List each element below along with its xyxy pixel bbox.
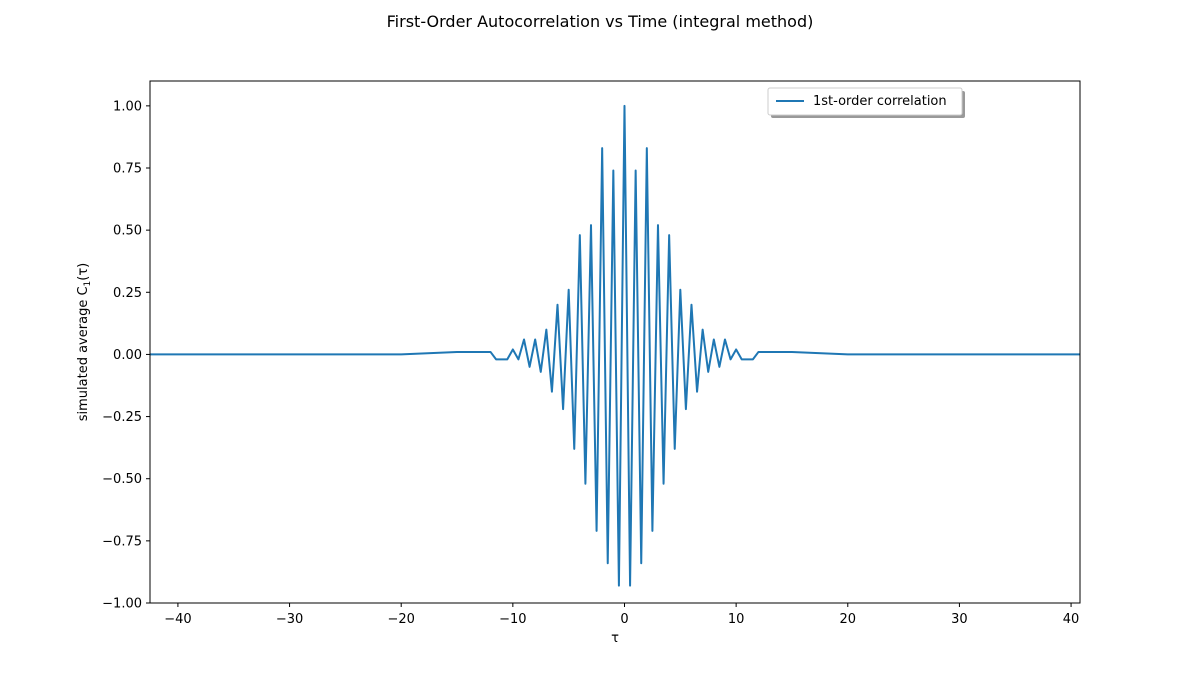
- y-axis-label-subscript: 1: [83, 281, 93, 287]
- y-axis-label-tail: (τ): [76, 263, 91, 281]
- y-tick-label: 0.50: [113, 224, 142, 239]
- x-tick-label: 40: [1063, 612, 1080, 627]
- legend-box: [767, 87, 963, 116]
- x-tick-label: 30: [951, 612, 968, 627]
- y-axis-label-main: simulated average C: [76, 286, 91, 421]
- y-tick-label: 0.25: [113, 286, 142, 301]
- x-tick-label: −40: [164, 612, 191, 627]
- series-layer: [150, 104, 1080, 587]
- y-tick-label: 0.00: [113, 348, 142, 363]
- y-tick-label: −0.25: [102, 410, 142, 425]
- x-tick-label: 10: [728, 612, 745, 627]
- x-tick-label: −30: [276, 612, 303, 627]
- chart-title: First-Order Autocorrelation vs Time (int…: [387, 12, 814, 31]
- legend-entry-label: 1st-order correlation: [813, 94, 947, 109]
- y-tick-label: 0.75: [113, 162, 142, 177]
- x-axis-label: τ: [611, 631, 619, 646]
- y-tick-label: −1.00: [102, 597, 142, 612]
- x-tick-label: −10: [499, 612, 526, 627]
- plot-frame: [149, 80, 1081, 604]
- y-axis-ticks: −1.00 −0.75 −0.50 −0.25 0.00 0.25 0.50 0.75 1.00: [102, 99, 150, 612]
- legend: 1st-order correlation: [767, 87, 965, 118]
- series-line-1st-order-correlation: [150, 104, 1080, 587]
- x-tick-label: 0: [620, 612, 628, 627]
- y-tick-label: −0.50: [102, 472, 142, 487]
- x-tick-label: 20: [840, 612, 857, 627]
- x-axis-ticks: −40 −30 −20 −10 0 10 20 30 40: [164, 603, 1079, 627]
- y-axis-label: simulated average C1(τ): [76, 263, 93, 422]
- y-tick-label: 1.00: [113, 99, 142, 114]
- y-tick-label: −0.75: [102, 534, 142, 549]
- x-tick-label: −20: [387, 612, 414, 627]
